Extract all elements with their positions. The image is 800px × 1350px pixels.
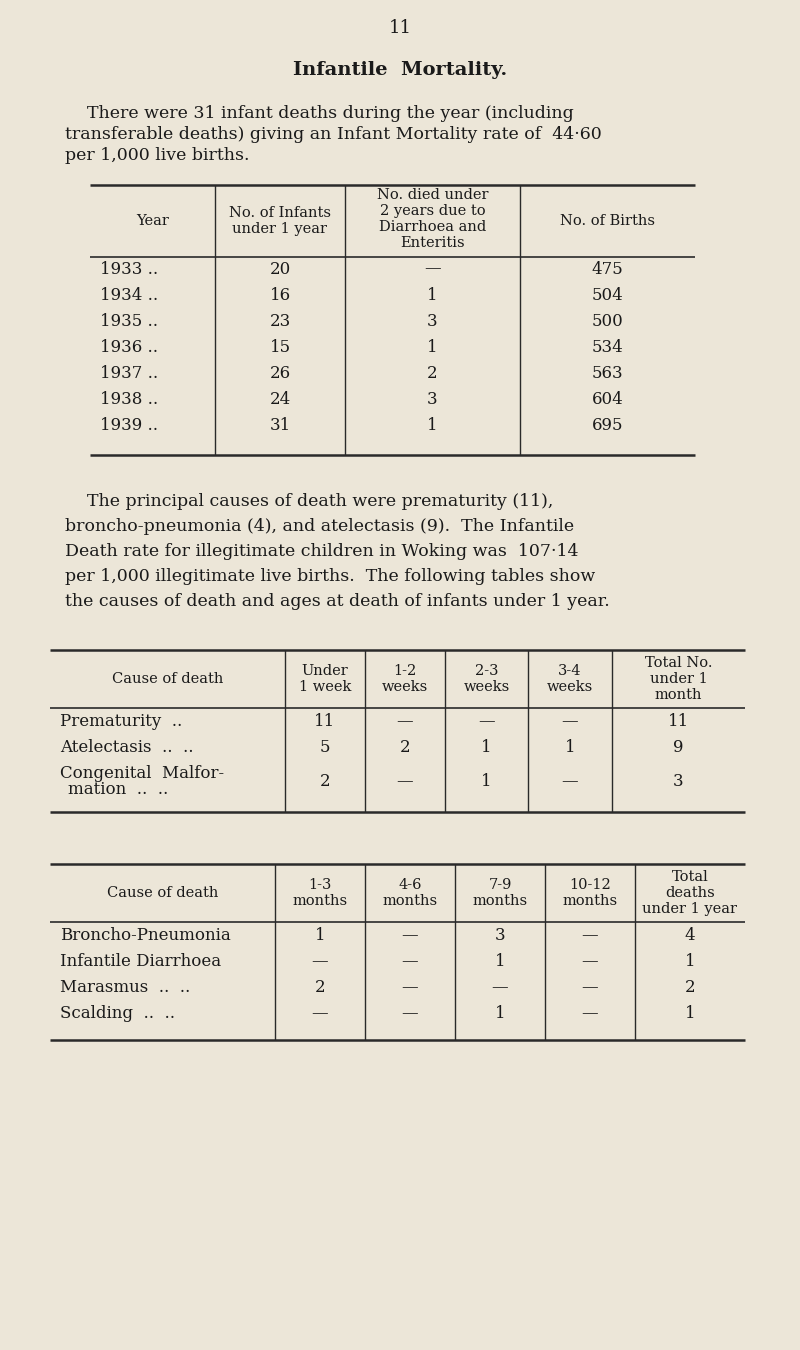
Text: No. died under
2 years due to
Diarrhoea and
Enteritis: No. died under 2 years due to Diarrhoea … (377, 188, 488, 250)
Text: 1938 ..: 1938 .. (100, 390, 158, 408)
Text: Cause of death: Cause of death (112, 672, 223, 686)
Text: 1933 ..: 1933 .. (100, 261, 158, 278)
Text: 1: 1 (427, 339, 438, 355)
Text: —: — (402, 980, 418, 996)
Text: 15: 15 (270, 339, 290, 355)
Text: 26: 26 (270, 364, 290, 382)
Text: —: — (492, 980, 508, 996)
Text: 20: 20 (270, 261, 290, 278)
Text: 23: 23 (270, 312, 290, 329)
Text: 1: 1 (494, 1006, 506, 1022)
Text: 3: 3 (427, 390, 438, 408)
Text: 1: 1 (481, 740, 492, 756)
Text: 2: 2 (685, 980, 695, 996)
Text: 1-2
weeks: 1-2 weeks (382, 664, 428, 694)
Text: Cause of death: Cause of death (107, 886, 218, 900)
Text: 1: 1 (565, 740, 575, 756)
Text: The principal causes of death were prematurity (11),: The principal causes of death were prema… (65, 493, 554, 510)
Text: 1934 ..: 1934 .. (100, 286, 158, 304)
Text: —: — (562, 774, 578, 791)
Text: —: — (397, 714, 414, 730)
Text: Death rate for illegitimate children in Woking was  107·14: Death rate for illegitimate children in … (65, 543, 578, 560)
Text: —: — (424, 261, 441, 278)
Text: 11: 11 (668, 714, 689, 730)
Text: 3: 3 (494, 927, 506, 945)
Text: 534: 534 (592, 339, 623, 355)
Text: transferable deaths) giving an Infant Mortality rate of  44·60: transferable deaths) giving an Infant Mo… (65, 126, 602, 143)
Text: 1937 ..: 1937 .. (100, 364, 158, 382)
Text: No. of Births: No. of Births (560, 215, 655, 228)
Text: Year: Year (136, 215, 169, 228)
Text: —: — (312, 953, 328, 971)
Text: the causes of death and ages at death of infants under 1 year.: the causes of death and ages at death of… (65, 593, 610, 610)
Text: Infantile  Mortality.: Infantile Mortality. (293, 61, 507, 80)
Text: 16: 16 (270, 286, 290, 304)
Text: 1: 1 (314, 927, 326, 945)
Text: Atelectasis  ..  ..: Atelectasis .. .. (60, 740, 194, 756)
Text: 1939 ..: 1939 .. (100, 417, 158, 433)
Text: 3: 3 (673, 774, 684, 791)
Text: broncho-pneumonia (4), and atelectasis (9).  The Infantile: broncho-pneumonia (4), and atelectasis (… (65, 518, 574, 535)
Text: Total No.
under 1
month: Total No. under 1 month (645, 656, 712, 702)
Text: 1935 ..: 1935 .. (100, 312, 158, 329)
Text: 1-3
months: 1-3 months (293, 878, 347, 909)
Text: Under
1 week: Under 1 week (299, 664, 351, 694)
Text: Marasmus  ..  ..: Marasmus .. .. (60, 980, 190, 996)
Text: 1: 1 (427, 286, 438, 304)
Text: No. of Infants
under 1 year: No. of Infants under 1 year (229, 207, 331, 236)
Text: 4-6
months: 4-6 months (382, 878, 438, 909)
Text: 604: 604 (592, 390, 623, 408)
Text: 31: 31 (270, 417, 290, 433)
Text: 1: 1 (685, 953, 695, 971)
Text: —: — (582, 927, 598, 945)
Text: —: — (478, 714, 495, 730)
Text: Infantile Diarrhoea: Infantile Diarrhoea (60, 953, 221, 971)
Text: per 1,000 live births.: per 1,000 live births. (65, 147, 250, 163)
Text: —: — (397, 774, 414, 791)
Text: 7-9
months: 7-9 months (473, 878, 527, 909)
Text: Broncho-Pneumonia: Broncho-Pneumonia (60, 927, 230, 945)
Text: 11: 11 (389, 19, 411, 36)
Text: 3: 3 (427, 312, 438, 329)
Text: 1: 1 (481, 774, 492, 791)
Text: 1936 ..: 1936 .. (100, 339, 158, 355)
Text: —: — (562, 714, 578, 730)
Text: —: — (402, 1006, 418, 1022)
Text: 4: 4 (685, 927, 695, 945)
Text: mation  ..  ..: mation .. .. (68, 782, 168, 798)
Text: 2: 2 (400, 740, 410, 756)
Text: —: — (402, 953, 418, 971)
Text: Prematurity  ..: Prematurity .. (60, 714, 182, 730)
Text: Scalding  ..  ..: Scalding .. .. (60, 1006, 175, 1022)
Text: —: — (312, 1006, 328, 1022)
Text: 10-12
months: 10-12 months (562, 878, 618, 909)
Text: 2-3
weeks: 2-3 weeks (463, 664, 510, 694)
Text: 504: 504 (592, 286, 623, 304)
Text: 5: 5 (320, 740, 330, 756)
Text: 500: 500 (592, 312, 623, 329)
Text: 1: 1 (494, 953, 506, 971)
Text: 2: 2 (320, 774, 330, 791)
Text: 2: 2 (427, 364, 438, 382)
Text: 3-4
weeks: 3-4 weeks (547, 664, 593, 694)
Text: 11: 11 (314, 714, 336, 730)
Text: 24: 24 (270, 390, 290, 408)
Text: 475: 475 (592, 261, 623, 278)
Text: —: — (582, 953, 598, 971)
Text: 1: 1 (685, 1006, 695, 1022)
Text: There were 31 infant deaths during the year (including: There were 31 infant deaths during the y… (65, 105, 574, 122)
Text: per 1,000 illegitimate live births.  The following tables show: per 1,000 illegitimate live births. The … (65, 568, 595, 585)
Text: 2: 2 (314, 980, 326, 996)
Text: Total
deaths
under 1 year: Total deaths under 1 year (642, 869, 738, 917)
Text: 695: 695 (592, 417, 623, 433)
Text: 1: 1 (427, 417, 438, 433)
Text: —: — (582, 1006, 598, 1022)
Text: —: — (402, 927, 418, 945)
Text: Congenital  Malfor-: Congenital Malfor- (60, 765, 224, 783)
Text: 563: 563 (592, 364, 623, 382)
Text: —: — (582, 980, 598, 996)
Text: 9: 9 (674, 740, 684, 756)
